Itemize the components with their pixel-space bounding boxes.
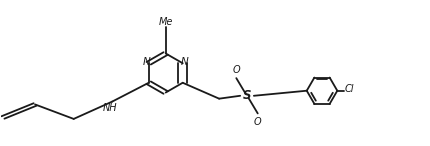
Text: O: O: [254, 117, 261, 127]
Text: N: N: [181, 57, 189, 67]
Text: S: S: [243, 89, 251, 102]
Text: O: O: [233, 65, 240, 75]
Text: NH: NH: [103, 103, 117, 113]
Text: N: N: [143, 57, 150, 67]
Text: Me: Me: [159, 17, 173, 27]
Text: Cl: Cl: [344, 84, 354, 94]
